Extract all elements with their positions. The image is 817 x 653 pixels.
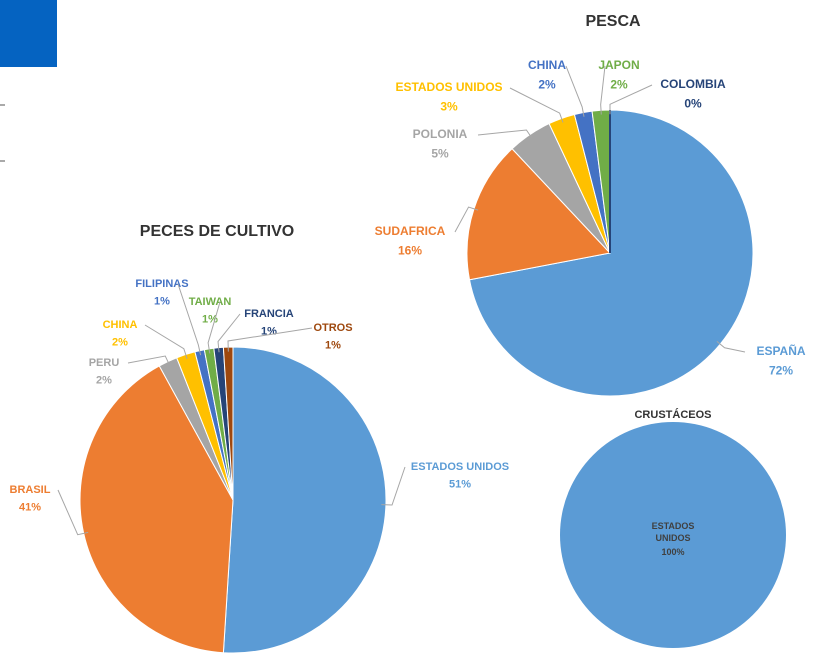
- slice-label: ESTADOS UNIDOS: [652, 522, 695, 544]
- chart-title: PECES DE CULTIVO: [140, 223, 294, 240]
- slice-label: BRASIL: [10, 484, 51, 496]
- corner-block: [0, 0, 57, 67]
- slice-value-label: 1%: [325, 340, 341, 352]
- leader-line: [381, 466, 406, 506]
- slice-label: CHINA: [103, 319, 138, 331]
- slice-label: SUDAFRICA: [375, 224, 446, 238]
- chart-title: CRUSTÁCEOS: [634, 408, 711, 421]
- slice-label: FILIPINAS: [135, 278, 188, 290]
- leader-line: [217, 313, 241, 353]
- slice-label: ESTADOS UNIDOS: [395, 80, 502, 94]
- slice-value-label: 16%: [398, 243, 422, 257]
- leader-line: [600, 65, 606, 115]
- pie-slice: [560, 422, 786, 648]
- slice-value-label: 72%: [769, 363, 793, 377]
- slice-value-label: 5%: [431, 146, 449, 160]
- leader-line: [454, 206, 479, 233]
- slice-label: TAIWAN: [189, 296, 232, 308]
- leader-line: [127, 355, 171, 366]
- chart-title: PESCA: [585, 13, 641, 30]
- slice-label: JAPON: [598, 58, 639, 72]
- leader-line: [177, 283, 202, 356]
- leader-line: [609, 84, 653, 115]
- leader-line: [207, 301, 221, 354]
- leader-line: [144, 324, 188, 360]
- leader-line: [716, 341, 746, 353]
- slice-value-label: 0%: [684, 96, 702, 110]
- leader-line: [477, 129, 533, 139]
- slice-label: ESTADOS UNIDOS: [411, 461, 509, 473]
- slice-value-label: 1%: [261, 326, 277, 338]
- leader-line: [565, 65, 585, 117]
- slice-value-label: 51%: [449, 479, 471, 491]
- slice-label: FRANCIA: [244, 308, 294, 320]
- slice-value-label: 2%: [610, 77, 628, 91]
- slice-value-label: 41%: [19, 502, 41, 514]
- slice-value-label: 2%: [538, 77, 556, 91]
- pie-slice: [222, 346, 387, 653]
- slice-value-label: 2%: [112, 337, 128, 349]
- slice-label: COLOMBIA: [660, 77, 726, 91]
- slice-value-label: 1%: [154, 296, 170, 308]
- slice-label: POLONIA: [413, 127, 468, 141]
- slice-value-label: 3%: [440, 99, 458, 113]
- slice-label: OTROS: [313, 322, 352, 334]
- slice-label: ESPAÑA: [756, 343, 805, 358]
- leader-line: [227, 327, 313, 352]
- slice-label: CHINA: [528, 58, 566, 72]
- slice-value-label: 100%: [661, 547, 684, 557]
- slice-label: PERU: [89, 357, 120, 369]
- leader-line: [509, 87, 564, 123]
- slice-value-label: 2%: [96, 375, 112, 387]
- leader-line: [57, 489, 89, 536]
